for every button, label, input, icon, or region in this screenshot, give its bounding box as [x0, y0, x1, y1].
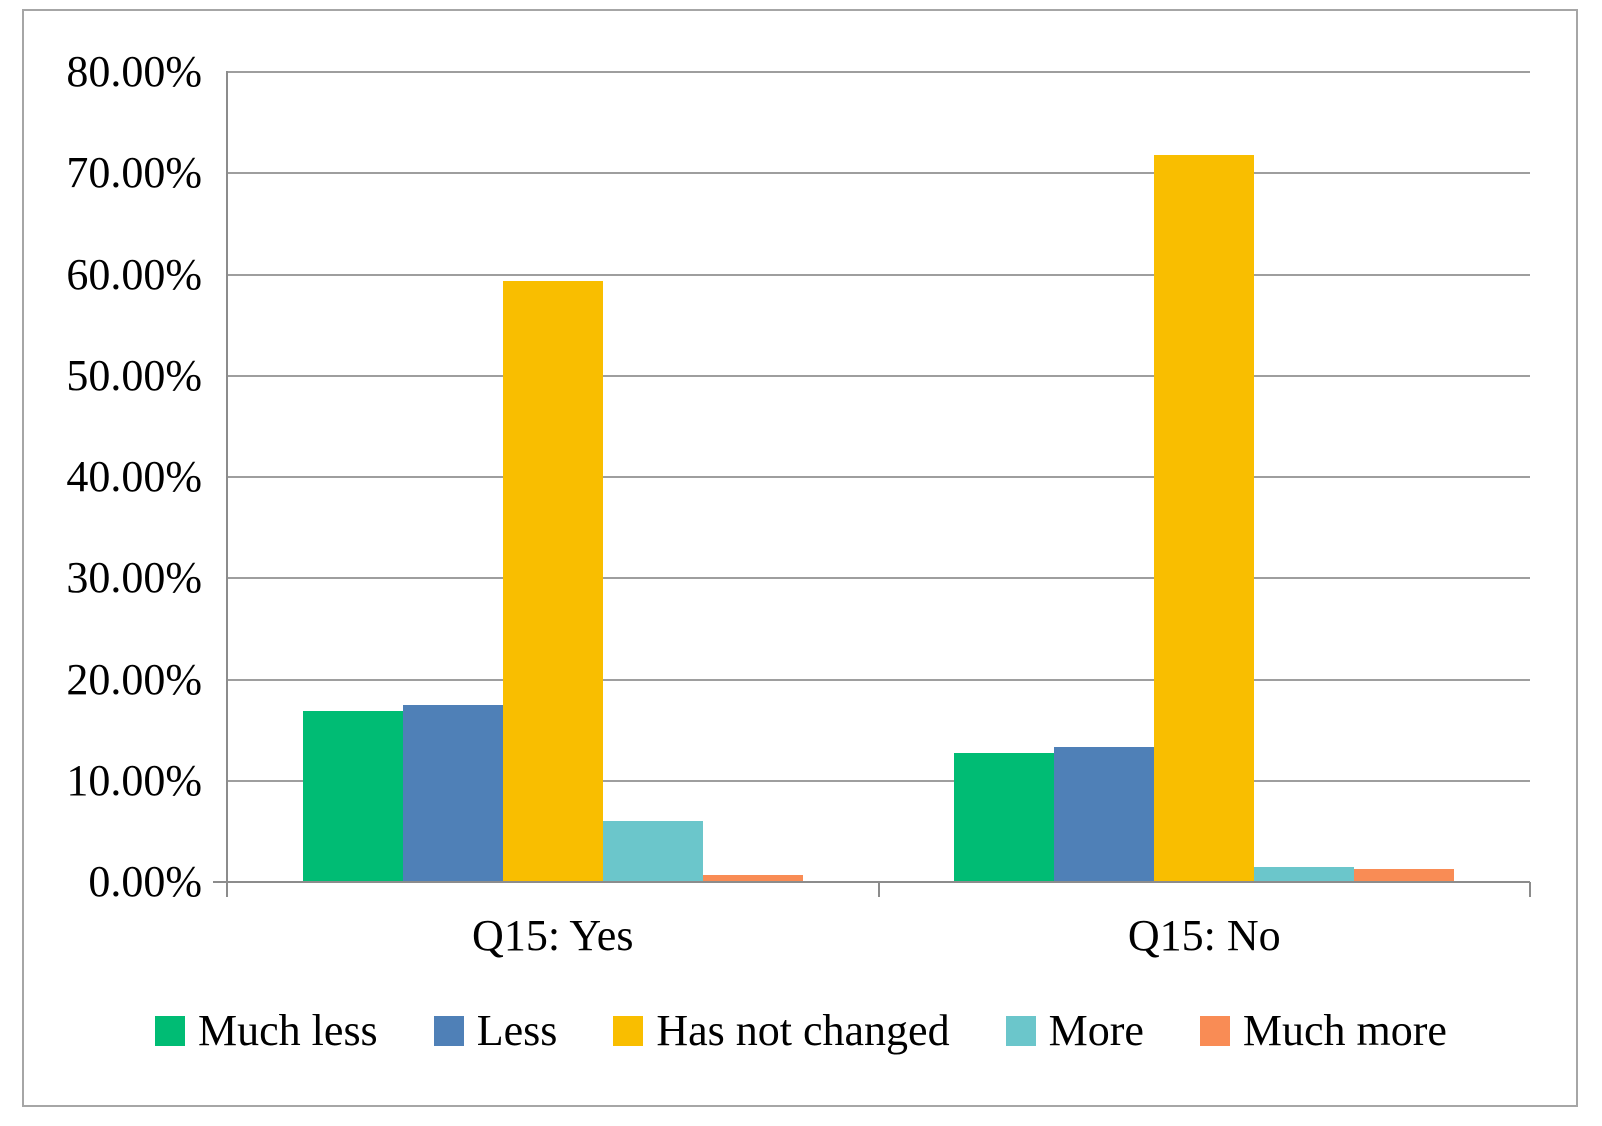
legend-swatch-icon	[155, 1016, 186, 1046]
legend-label: More	[1048, 1006, 1144, 1055]
chart-legend: Much less Less Has not changed More Much mor…	[0, 1006, 1602, 1056]
bar-much-less	[303, 711, 403, 881]
y-gridline	[227, 374, 1530, 377]
legend-label: Less	[476, 1006, 558, 1055]
legend-label: Has not changed	[656, 1006, 950, 1055]
legend-item-less: Less	[433, 1006, 558, 1056]
x-axis-category-label: Q15: Yes	[472, 911, 634, 960]
legend-label: Much more	[1242, 1006, 1447, 1055]
x-axis-tick	[1529, 882, 1531, 897]
bar-more	[1254, 867, 1354, 881]
y-axis-tick-label: 50.00%	[66, 350, 202, 400]
x-axis-category-label: Q15: No	[1127, 911, 1281, 960]
legend-item-has-not-changed: Has not changed	[613, 1006, 950, 1056]
y-axis-tick-label: 80.00%	[66, 47, 202, 96]
y-axis	[226, 71, 228, 897]
y-axis-tick-label: 60.00%	[66, 249, 202, 299]
bar-more	[603, 821, 703, 881]
bar-much-more	[703, 875, 803, 881]
legend-label: Much less	[198, 1006, 378, 1055]
legend-item-more: More	[1005, 1006, 1144, 1056]
y-gridline	[227, 71, 1530, 73]
x-axis	[213, 881, 1530, 883]
y-axis-tick-label: 20.00%	[66, 654, 202, 704]
bar-has-not-changed	[1154, 155, 1254, 881]
y-gridline	[227, 273, 1530, 276]
legend-swatch-icon	[613, 1016, 644, 1046]
bar-has-not-changed	[503, 281, 603, 881]
legend-swatch-icon	[1199, 1016, 1230, 1046]
y-axis-tick-label: 70.00%	[66, 148, 202, 198]
legend-swatch-icon	[433, 1016, 464, 1046]
y-axis-tick-label: 10.00%	[66, 755, 202, 805]
y-gridline	[227, 577, 1530, 580]
bar-much-less	[954, 753, 1054, 881]
chart-border-frame	[22, 9, 1578, 1107]
y-gridline	[227, 476, 1530, 478]
y-gridline	[227, 779, 1530, 782]
y-axis-tick-label: 0.00%	[88, 857, 202, 906]
y-axis-tick-label: 40.00%	[66, 452, 202, 501]
legend-item-much-less: Much less	[155, 1006, 378, 1056]
bar-less	[403, 705, 503, 881]
legend-swatch-icon	[1005, 1016, 1036, 1046]
y-axis-tick-label: 30.00%	[66, 553, 202, 603]
bar-less	[1054, 747, 1154, 881]
x-axis-tick	[878, 882, 880, 897]
bar-much-more	[1354, 869, 1454, 881]
y-gridline	[227, 678, 1530, 681]
y-gridline	[227, 172, 1530, 175]
legend-item-much-more: Much more	[1199, 1006, 1447, 1056]
